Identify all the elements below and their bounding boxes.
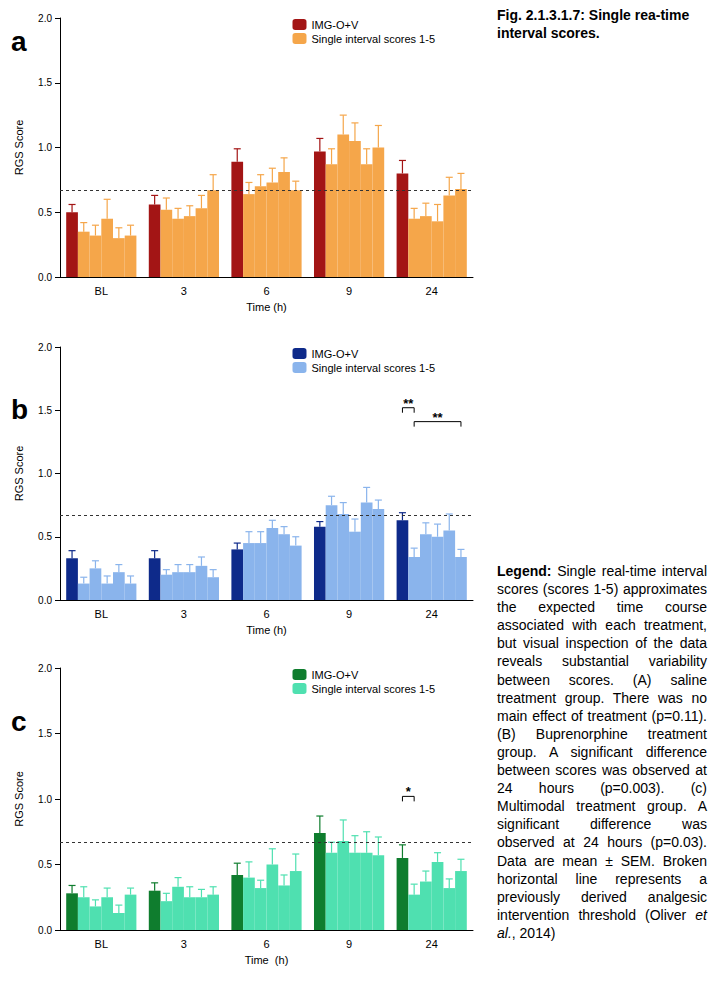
svg-text:IMG-O+V: IMG-O+V bbox=[311, 669, 358, 681]
svg-text:*: * bbox=[406, 784, 412, 799]
svg-text:1.0: 1.0 bbox=[38, 142, 52, 153]
svg-text:c: c bbox=[11, 706, 27, 737]
svg-text:RGS Score: RGS Score bbox=[13, 771, 25, 827]
svg-text:0.5: 0.5 bbox=[38, 531, 52, 542]
svg-text:a: a bbox=[11, 26, 27, 57]
svg-text:24: 24 bbox=[426, 285, 438, 297]
svg-text:**: ** bbox=[432, 410, 443, 425]
svg-text:BL: BL bbox=[95, 285, 108, 297]
svg-text:9: 9 bbox=[346, 608, 352, 620]
svg-text:Single interval scores 1-5: Single interval scores 1-5 bbox=[311, 683, 435, 695]
svg-text:1.5: 1.5 bbox=[38, 728, 52, 739]
svg-text:b: b bbox=[11, 394, 28, 425]
svg-text:BL: BL bbox=[95, 938, 108, 950]
svg-text:1.0: 1.0 bbox=[38, 794, 52, 805]
svg-text:BL: BL bbox=[95, 608, 108, 620]
svg-text:Time (h): Time (h) bbox=[245, 954, 289, 966]
svg-text:IMG-O+V: IMG-O+V bbox=[311, 348, 358, 360]
svg-text:3: 3 bbox=[181, 285, 187, 297]
svg-text:24: 24 bbox=[426, 608, 438, 620]
svg-text:1.5: 1.5 bbox=[38, 77, 52, 88]
svg-text:0.0: 0.0 bbox=[38, 272, 52, 283]
html-text:Legend: Single real-time inter: Legend: Single real-time interval scores… bbox=[497, 563, 707, 941]
svg-text:2.0: 2.0 bbox=[38, 342, 52, 353]
svg-text:0.5: 0.5 bbox=[38, 207, 52, 218]
svg-text:RGS Score: RGS Score bbox=[13, 120, 25, 176]
svg-text:**: ** bbox=[403, 396, 414, 411]
svg-text:6: 6 bbox=[263, 938, 269, 950]
svg-text:Single interval scores 1-5: Single interval scores 1-5 bbox=[311, 33, 435, 45]
html-text:Fig. 2.1.3.1.7: Single rea-tim: Fig. 2.1.3.1.7: Single rea-time interval… bbox=[497, 7, 690, 41]
svg-text:0.5: 0.5 bbox=[38, 859, 52, 870]
svg-text:1.5: 1.5 bbox=[38, 405, 52, 416]
svg-text:Single interval scores 1-5: Single interval scores 1-5 bbox=[311, 362, 435, 374]
svg-text:0.0: 0.0 bbox=[38, 595, 52, 606]
svg-text:6: 6 bbox=[263, 285, 269, 297]
svg-text:6: 6 bbox=[263, 608, 269, 620]
svg-text:IMG-O+V: IMG-O+V bbox=[311, 19, 358, 31]
svg-text:1.0: 1.0 bbox=[38, 468, 52, 479]
svg-text:0.0: 0.0 bbox=[38, 925, 52, 936]
svg-text:RGS Score: RGS Score bbox=[13, 446, 25, 502]
svg-text:9: 9 bbox=[346, 938, 352, 950]
svg-text:9: 9 bbox=[346, 285, 352, 297]
svg-text:Time (h): Time (h) bbox=[246, 624, 287, 636]
svg-text:Time (h): Time (h) bbox=[246, 301, 287, 313]
svg-text:3: 3 bbox=[181, 608, 187, 620]
svg-text:24: 24 bbox=[426, 938, 438, 950]
svg-text:2.0: 2.0 bbox=[38, 13, 52, 24]
svg-text:2.0: 2.0 bbox=[38, 663, 52, 674]
svg-text:3: 3 bbox=[181, 938, 187, 950]
